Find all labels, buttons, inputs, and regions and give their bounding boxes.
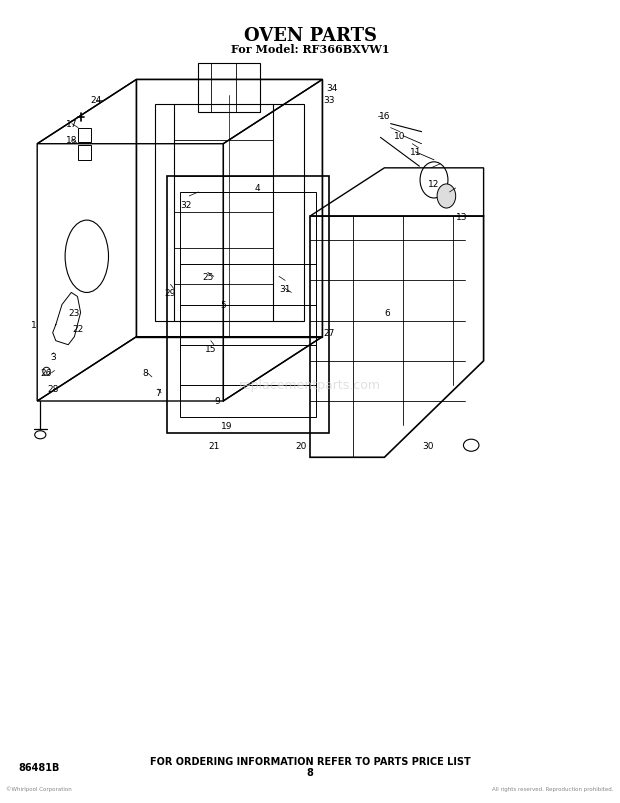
Text: 8: 8: [306, 768, 314, 777]
Text: 25: 25: [202, 272, 213, 282]
Text: 22: 22: [72, 324, 83, 334]
Text: 31: 31: [280, 284, 291, 294]
Text: 3: 3: [50, 353, 56, 362]
Text: 1: 1: [31, 320, 37, 330]
Text: 8: 8: [143, 369, 149, 378]
Text: For Model: RF366BXVW1: For Model: RF366BXVW1: [231, 44, 389, 55]
Text: FOR ORDERING INFORMATION REFER TO PARTS PRICE LIST: FOR ORDERING INFORMATION REFER TO PARTS …: [149, 756, 471, 766]
Bar: [198, 64, 260, 112]
Text: 32: 32: [180, 200, 192, 210]
Text: 24: 24: [91, 96, 102, 105]
Text: 23: 23: [69, 308, 80, 318]
Text: 16: 16: [379, 112, 390, 121]
Text: 9: 9: [214, 397, 220, 406]
Text: 11: 11: [410, 148, 421, 157]
Text: 27: 27: [323, 328, 334, 338]
Text: 28: 28: [47, 385, 58, 394]
Text: 7: 7: [155, 389, 161, 398]
Text: 19: 19: [221, 421, 232, 430]
Text: 12: 12: [428, 180, 440, 190]
Text: 34: 34: [326, 84, 337, 93]
Text: 30: 30: [422, 441, 433, 450]
Text: 29: 29: [165, 288, 176, 298]
Text: ©Whirlpool Corporation: ©Whirlpool Corporation: [6, 785, 72, 792]
Bar: [78, 128, 91, 143]
Bar: [78, 146, 91, 161]
Text: replacementparts.com: replacementparts.com: [239, 379, 381, 392]
Text: All rights reserved. Reproduction prohibited.: All rights reserved. Reproduction prohib…: [492, 786, 614, 791]
Ellipse shape: [463, 440, 479, 451]
Text: 5: 5: [220, 300, 226, 310]
Text: 10: 10: [394, 132, 405, 141]
Text: 20: 20: [295, 441, 306, 450]
Text: 15: 15: [205, 344, 216, 354]
Text: 86481B: 86481B: [19, 762, 60, 772]
Text: OVEN PARTS: OVEN PARTS: [244, 27, 376, 45]
Text: 17: 17: [66, 120, 77, 129]
Text: 4: 4: [254, 184, 260, 194]
Text: 18: 18: [66, 136, 77, 145]
Text: 13: 13: [456, 212, 467, 222]
Text: 26: 26: [41, 369, 52, 378]
Ellipse shape: [437, 185, 456, 209]
Text: 33: 33: [323, 96, 334, 105]
Text: 21: 21: [208, 441, 219, 450]
Text: 6: 6: [384, 308, 391, 318]
